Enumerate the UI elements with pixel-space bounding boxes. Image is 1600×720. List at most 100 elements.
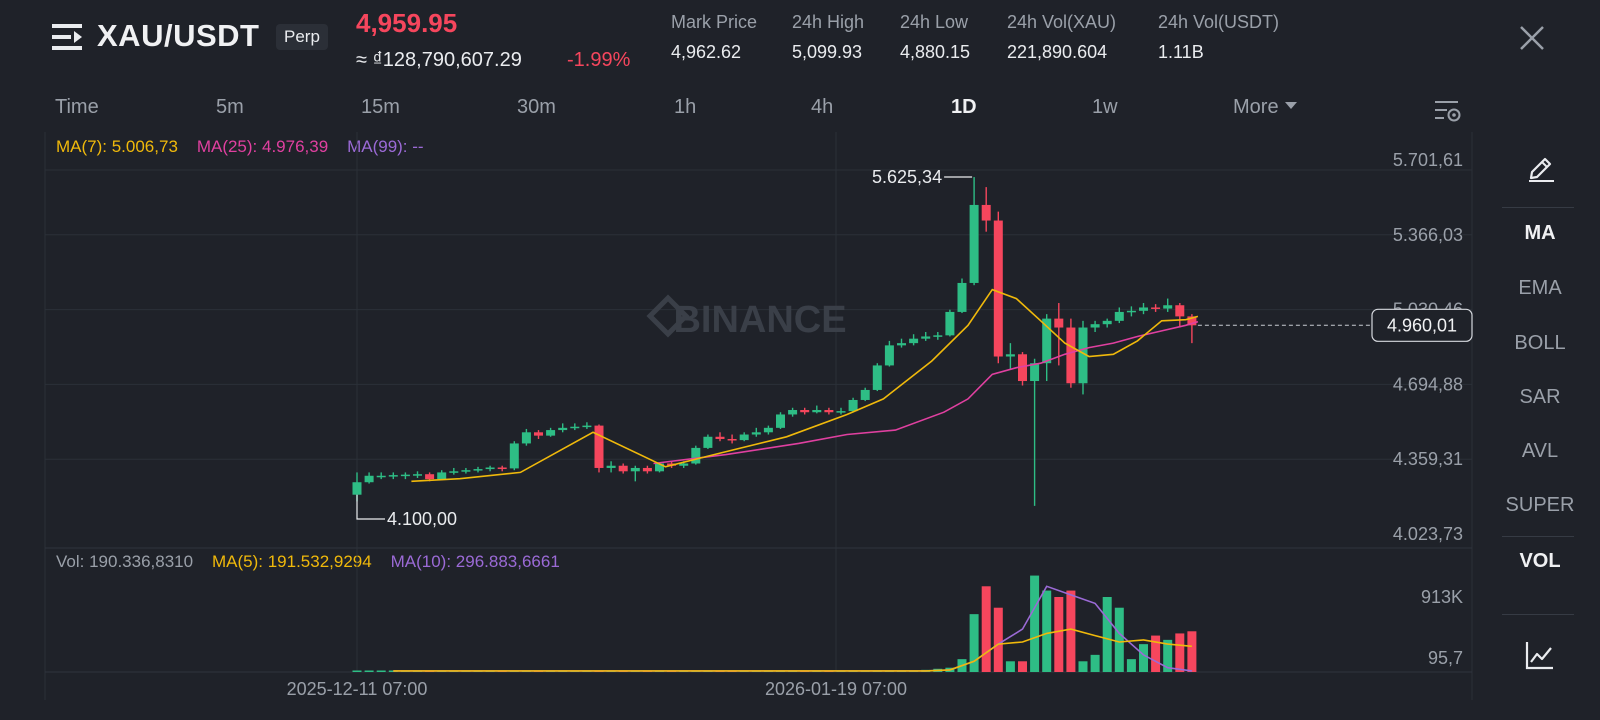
- divider: [1502, 536, 1574, 537]
- ma25-legend: MA(25): 4.976,39: [196, 137, 329, 156]
- volume-axis-label: 95,7: [1428, 648, 1463, 668]
- candle-body: [1005, 354, 1015, 357]
- candle-body: [606, 465, 616, 468]
- tab-30m[interactable]: 30m: [517, 96, 556, 118]
- price-axis-label: 5.701,61: [1393, 150, 1463, 170]
- divider: [1502, 207, 1574, 208]
- tab-5m[interactable]: 5m: [216, 96, 244, 118]
- candle-body: [884, 345, 894, 366]
- candle-body: [1078, 327, 1088, 384]
- candle-body: [1066, 327, 1076, 384]
- vol-legend: Vol: 190.336,8310: [56, 552, 194, 571]
- indicator-ma[interactable]: MA: [1524, 222, 1556, 244]
- price-axis-label: 5.366,03: [1393, 225, 1463, 245]
- volume-bar: [1042, 590, 1052, 672]
- price-axis-label: 4.359,31: [1393, 449, 1463, 469]
- volume-bar: [352, 670, 362, 672]
- candle-body: [776, 414, 785, 428]
- volume-bar: [1139, 644, 1148, 672]
- candle-body: [715, 436, 725, 439]
- candle-body: [461, 470, 471, 472]
- candle-body: [534, 432, 543, 436]
- volume-bar: [1030, 575, 1040, 672]
- candle-body: [897, 343, 906, 346]
- stat-mark-price: Mark Price 4,962.62: [671, 12, 757, 63]
- watermark-logo: [646, 294, 690, 338]
- candle-body: [413, 474, 422, 476]
- volume-bar: [376, 670, 386, 672]
- draw-tool-icon[interactable]: [1526, 152, 1556, 182]
- tab-more[interactable]: More: [1233, 96, 1297, 119]
- indicator-vol[interactable]: VOL: [1519, 550, 1561, 572]
- volume-legend: Vol: 190.336,8310 MA(5): 191.532,9294 MA…: [56, 552, 560, 572]
- candle-body: [546, 430, 556, 436]
- volume-bar: [364, 670, 374, 672]
- tab-time[interactable]: Time: [55, 96, 99, 118]
- ma99-legend: MA(99): --: [347, 137, 424, 156]
- volume-bar: [1066, 590, 1076, 672]
- candle-body: [957, 282, 967, 312]
- tab-4h[interactable]: 4h: [811, 96, 834, 118]
- ma7-legend: MA(7): 5.006,73: [56, 137, 178, 156]
- current-price-label: 4.960,01: [1387, 315, 1457, 335]
- candle-body: [703, 436, 713, 448]
- candle-body: [521, 432, 531, 444]
- candle-body: [1187, 316, 1197, 326]
- volume-ma-line: [393, 628, 1192, 672]
- candle-body: [1114, 311, 1124, 321]
- stat-value: 4,962.62: [671, 42, 742, 62]
- high-marker-label: 5.625,34: [872, 167, 942, 187]
- indicator-boll[interactable]: BOLL: [1514, 332, 1566, 354]
- stat-label: 24h Vol(XAU): [1007, 12, 1117, 32]
- candle-body: [509, 443, 519, 469]
- tab-1w[interactable]: 1w: [1092, 96, 1118, 118]
- chevron-down-icon: [1284, 102, 1297, 110]
- candle-body: [1163, 305, 1173, 309]
- indicator-ema[interactable]: EMA: [1518, 277, 1562, 299]
- candle-body: [933, 335, 943, 337]
- candle-body: [437, 472, 447, 480]
- watermark: BINANCE: [673, 299, 846, 341]
- price-chart[interactable]: BINANCE 5.701,615.366,035.030,464.694,88…: [0, 0, 1500, 720]
- stat-label: 24h High: [792, 12, 865, 32]
- indicator-super[interactable]: SUPER: [1505, 494, 1575, 516]
- tab-1d[interactable]: 1D: [951, 96, 977, 118]
- low-marker-line: [356, 494, 385, 520]
- volume-bar: [1102, 597, 1112, 672]
- menu-icon[interactable]: [52, 22, 84, 52]
- volume-bar: [969, 614, 979, 672]
- candle-body: [449, 471, 459, 473]
- price-axis-label: 4.694,88: [1393, 374, 1463, 394]
- chart-settings-icon[interactable]: [1434, 98, 1462, 124]
- indicator-avl[interactable]: AVL: [1521, 440, 1559, 462]
- candle-body: [425, 474, 435, 480]
- candle-body: [1090, 324, 1100, 328]
- stat-value: 5,099.93: [792, 42, 863, 62]
- candle-body: [1139, 307, 1148, 311]
- candle-body: [800, 410, 810, 413]
- symbol-title[interactable]: XAU/USDT: [97, 18, 260, 53]
- candle-body: [1018, 354, 1027, 382]
- price-ma-legend: MA(7): 5.006,73 MA(25): 4.976,39 MA(99):…: [56, 137, 424, 157]
- stat-label: 24h Low: [900, 12, 969, 32]
- tab-15m[interactable]: 15m: [361, 96, 400, 118]
- candle-body: [473, 469, 483, 471]
- stat-value: 4,880.15: [900, 42, 971, 62]
- tab-1h[interactable]: 1h: [674, 96, 697, 118]
- candle-body: [364, 475, 374, 483]
- candle-body: [1126, 310, 1136, 313]
- candle-body: [824, 410, 834, 413]
- close-icon[interactable]: [1518, 24, 1546, 52]
- candle-body: [642, 467, 652, 472]
- volume-bar: [1126, 659, 1136, 672]
- chart-type-icon[interactable]: [1525, 640, 1555, 670]
- volume-bar: [1054, 597, 1064, 672]
- indicator-sar[interactable]: SAR: [1519, 386, 1561, 408]
- volume-bar: [981, 586, 991, 672]
- candle-body: [485, 467, 495, 470]
- header: XAU/USDT Perp 4,959.95 ≈ ₫128,790,607.29…: [0, 0, 1600, 92]
- current-price-tag: [1371, 308, 1473, 342]
- candle-body: [1042, 318, 1052, 364]
- stat-label: Mark Price: [671, 12, 758, 32]
- volume-bar: [1078, 661, 1088, 672]
